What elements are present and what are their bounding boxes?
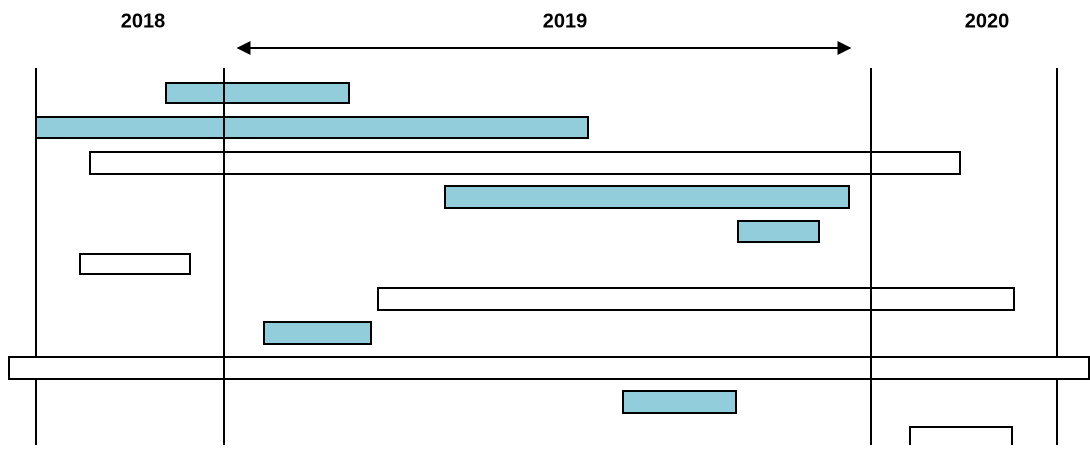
- bar: [444, 185, 850, 209]
- bar: [263, 321, 372, 345]
- bar: [909, 426, 1013, 450]
- bar: [737, 220, 820, 243]
- bar: [165, 82, 350, 104]
- bar: [35, 116, 589, 139]
- year-label: 2019: [543, 10, 588, 32]
- year-label: 2018: [121, 10, 166, 32]
- bar: [89, 151, 961, 175]
- year-label: 2020: [965, 10, 1010, 32]
- bar: [79, 253, 191, 275]
- bar: [622, 390, 737, 414]
- bar: [8, 356, 1090, 380]
- bar: [377, 287, 1015, 311]
